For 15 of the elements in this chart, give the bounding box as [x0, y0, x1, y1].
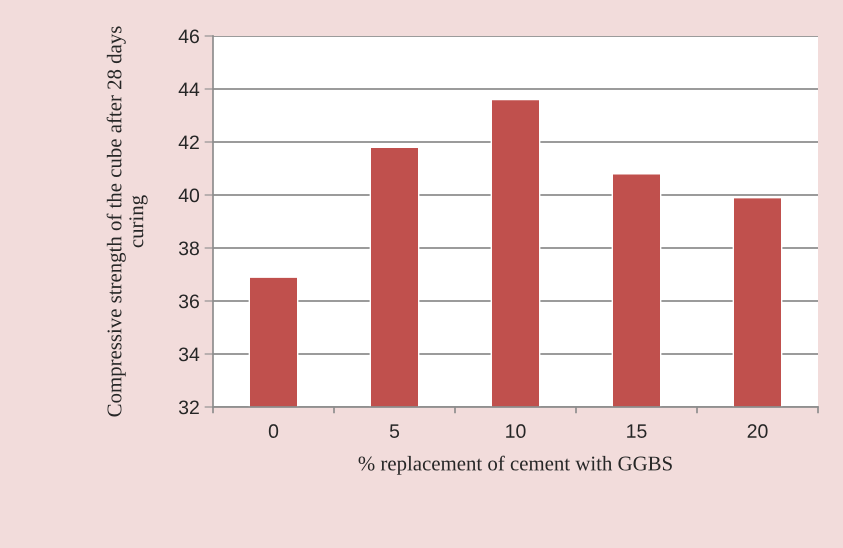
y-tick-label: 42 — [178, 135, 199, 150]
y-tick-label: 36 — [178, 294, 199, 308]
y-tick-label: 40 — [178, 188, 200, 202]
x-tick-label: 20 — [748, 424, 768, 438]
y-tick-label: 38 — [178, 241, 199, 256]
y-tick-label: 34 — [178, 347, 200, 362]
x-tick-label: 10 — [506, 424, 526, 438]
x-axis-title: % replacement of cement with GGBS — [358, 456, 672, 475]
y-tick-label: 32 — [178, 400, 199, 414]
x-tick-label: 5 — [390, 424, 400, 438]
y-axis-title: Compressive strength of the cube after 28 days curing — [106, 26, 148, 416]
x-tick-label: 0 — [268, 424, 278, 438]
y-tick-label: 44 — [178, 82, 200, 96]
y-tick-label: 46 — [178, 29, 199, 44]
x-tick-label: 15 — [627, 424, 646, 438]
